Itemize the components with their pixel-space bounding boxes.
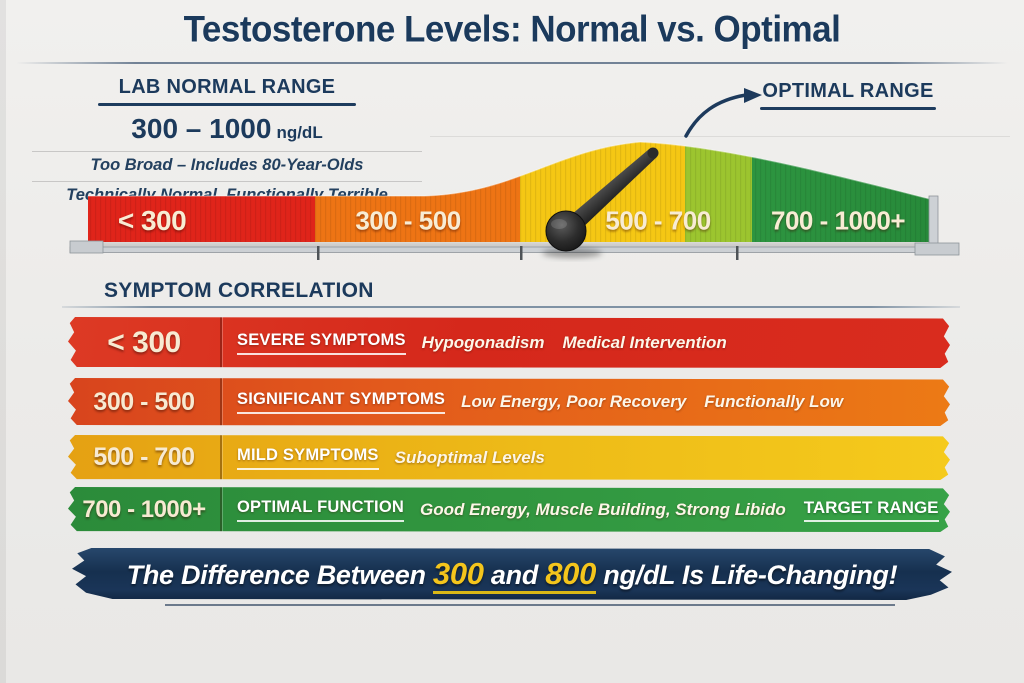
optimal-range-underline [760, 107, 936, 110]
row-description: Hypogonadism [421, 332, 545, 352]
lab-normal-note-1: Too Broad – Includes 80-Year-Olds [90, 155, 364, 174]
row-range-label: < 300 [107, 325, 181, 359]
lab-normal-unit: ng/dL [276, 122, 323, 142]
symptom-section-heading: SYMPTOM CORRELATION [104, 279, 374, 302]
gauge-ticks [317, 246, 739, 260]
divider-line [32, 180, 422, 182]
left-edge-shade [0, 0, 6, 683]
lab-normal-heading: LAB NORMAL RANGE [118, 76, 336, 98]
row-divider [220, 378, 222, 426]
symptom-row-mild: 500 - 700 MILD SYMPTOMS Suboptimal Level… [68, 435, 950, 480]
lab-normal-range-value: 300 – 1000 [131, 112, 272, 144]
row-content: SEVERE SYMPTOMS Hypogonadism Medical Int… [222, 331, 727, 355]
row-header: SEVERE SYMPTOMS [237, 331, 406, 355]
lab-normal-value-line: 300 – 1000 ng/dL [28, 113, 426, 145]
banner-underline [165, 604, 895, 606]
symptom-row-severe: < 300 SEVERE SYMPTOMS Hypogonadism Medic… [68, 317, 950, 368]
row-range-label: 500 - 700 [93, 443, 195, 471]
row-header: MILD SYMPTOMS [237, 446, 379, 470]
gauge-shadow [90, 243, 930, 248]
row-target-range-tag: TARGET RANGE [803, 498, 939, 522]
row-description-2: Medical Intervention [562, 332, 727, 352]
gauge-label-under-300: < 300 [117, 205, 187, 236]
row-description: Low Energy, Poor Recovery [461, 392, 687, 411]
row-description: Suboptimal Levels [394, 447, 545, 467]
optimal-range-heading: OPTIMAL RANGE [762, 80, 934, 102]
gauge-label-700-1000: 700 - 1000+ [770, 205, 906, 236]
gauge-arc [88, 141, 931, 242]
lab-normal-underline [98, 103, 356, 106]
bottom-banner: The Difference Between 300 and 800 ng/dL… [72, 548, 952, 600]
row-range-label: 700 - 1000+ [82, 495, 206, 523]
page-title: Testosterone Levels: Normal vs. Optimal [183, 9, 841, 50]
symptom-row-significant: 300 - 500 SIGNIFICANT SYMPTOMS Low Energ… [68, 378, 950, 426]
banner-suffix: ng/dL Is Life-Changing! [596, 560, 898, 590]
row-divider [220, 435, 222, 480]
banner-high-value: 800 [545, 556, 597, 591]
banner-low-value: 300 [432, 556, 484, 591]
row-range-label: 300 - 500 [93, 387, 195, 416]
row-header: SIGNIFICANT SYMPTOMS [237, 390, 446, 414]
divider-line [32, 150, 422, 152]
row-divider [220, 317, 222, 368]
gauge-ruler [69, 195, 960, 256]
symptom-section-underline [62, 306, 960, 308]
background-rule [430, 136, 1010, 137]
gauge-label-500-700: 500 - 700 [605, 205, 711, 236]
optimal-range-block: OPTIMAL RANGE [758, 80, 938, 110]
row-description-2: Functionally Low [704, 392, 844, 411]
banner-prefix: The Difference Between [126, 560, 433, 590]
arrow-icon [684, 88, 762, 138]
row-content: MILD SYMPTOMS Suboptimal Levels [222, 446, 545, 470]
gauge-needle-icon [542, 147, 659, 258]
row-divider [220, 487, 222, 532]
banner-highlight-group: 300 and 800 [432, 556, 596, 594]
symptom-row-optimal: 700 - 1000+ OPTIMAL FUNCTION Good Energy… [68, 487, 950, 532]
row-content: OPTIMAL FUNCTION Good Energy, Muscle Bui… [222, 498, 939, 522]
title-divider [16, 62, 1008, 64]
row-header: OPTIMAL FUNCTION [237, 498, 404, 522]
gauge-label-300-500: 300 - 500 [355, 205, 461, 236]
row-description: Good Energy, Muscle Building, Strong Lib… [419, 499, 786, 519]
banner-mid: and [483, 560, 546, 590]
row-content: SIGNIFICANT SYMPTOMS Low Energy, Poor Re… [222, 390, 843, 414]
banner-text: The Difference Between 300 and 800 ng/dL… [126, 556, 898, 594]
